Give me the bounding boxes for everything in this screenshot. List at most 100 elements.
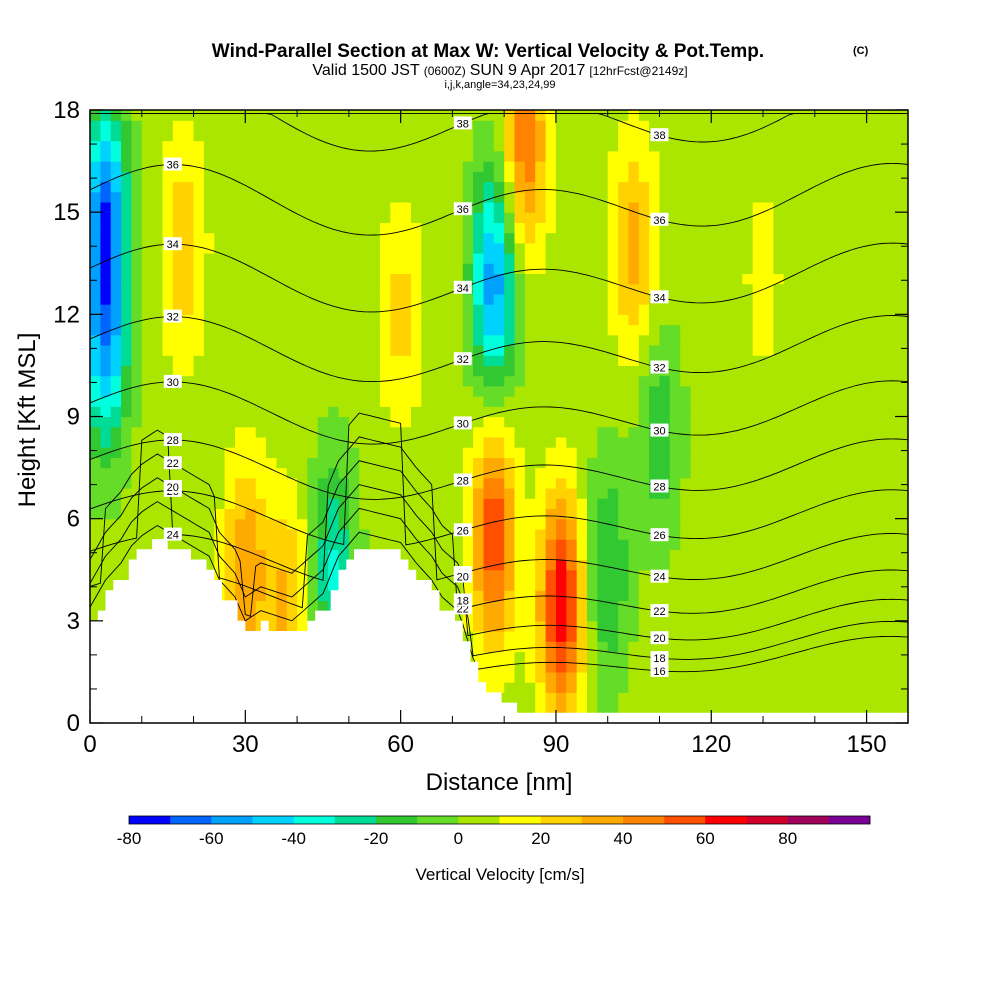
velocity-cell (431, 171, 443, 183)
velocity-cell (121, 212, 133, 223)
velocity-cell (742, 467, 754, 479)
velocity-cell (732, 631, 743, 642)
velocity-cell (162, 406, 174, 418)
velocity-cell (794, 528, 806, 540)
velocity-cell (131, 171, 143, 183)
velocity-cell (110, 385, 122, 397)
velocity-cell (576, 355, 588, 366)
velocity-cell (328, 334, 340, 346)
velocity-cell (835, 150, 847, 162)
velocity-cell (783, 477, 795, 489)
velocity-cell (100, 232, 112, 244)
velocity-cell (390, 365, 402, 377)
velocity-cell (286, 314, 298, 326)
velocity-cell (493, 641, 505, 653)
velocity-cell (669, 242, 681, 254)
velocity-cell (783, 671, 795, 683)
velocity-cell (711, 283, 723, 295)
velocity-cell (732, 488, 743, 499)
velocity-cell (866, 661, 878, 673)
velocity-cell (255, 416, 267, 428)
velocity-cell (431, 201, 443, 213)
velocity-cell (317, 477, 329, 489)
velocity-cell (732, 477, 743, 489)
velocity-cell (576, 314, 588, 326)
velocity-cell (152, 150, 164, 162)
velocity-cell (328, 375, 340, 387)
velocity-cell (359, 140, 371, 152)
velocity-cell (876, 467, 888, 479)
velocity-cell (690, 375, 702, 387)
velocity-cell (493, 181, 505, 193)
velocity-cell (431, 467, 443, 479)
velocity-cell (183, 416, 195, 428)
velocity-cell (203, 304, 215, 315)
velocity-cell (897, 212, 908, 223)
velocity-cell (255, 590, 267, 601)
velocity-cell (152, 222, 164, 234)
velocity-cell (286, 569, 298, 581)
velocity-cell (680, 416, 692, 428)
velocity-cell (411, 304, 422, 315)
velocity-cell (794, 692, 806, 704)
velocity-cell (566, 457, 578, 469)
velocity-cell (814, 436, 826, 448)
velocity-cell (514, 498, 526, 509)
velocity-cell (669, 569, 681, 581)
velocity-cell (348, 365, 360, 377)
velocity-cell (669, 692, 681, 704)
velocity-cell (835, 447, 847, 458)
velocity-cell (897, 324, 908, 336)
velocity-cell (783, 641, 795, 653)
velocity-cell (628, 600, 640, 612)
velocity-cell (462, 549, 474, 561)
velocity-cell (359, 324, 371, 336)
velocity-cell (732, 120, 743, 131)
velocity-cell (845, 661, 857, 673)
velocity-cell (763, 518, 774, 530)
velocity-cell (535, 140, 547, 152)
velocity-cell (897, 508, 908, 520)
velocity-cell (483, 232, 495, 244)
velocity-cell (421, 365, 433, 377)
velocity-cell (597, 702, 609, 714)
velocity-cell (587, 651, 598, 663)
velocity-cell (876, 314, 888, 326)
velocity-cell (411, 508, 422, 520)
velocity-cell (235, 232, 246, 244)
velocity-cell (607, 590, 619, 601)
velocity-cell (442, 580, 454, 591)
velocity-cell (379, 273, 391, 285)
velocity-cell (359, 447, 371, 458)
velocity-cell (680, 702, 692, 714)
velocity-cell (690, 171, 702, 183)
velocity-cell (752, 222, 764, 234)
velocity-cell (587, 222, 598, 234)
velocity-cell (297, 528, 309, 540)
velocity-cell (690, 518, 702, 530)
velocity-cell (224, 232, 236, 244)
velocity-cell (286, 467, 298, 479)
velocity-cell (866, 201, 878, 213)
velocity-cell (887, 641, 899, 653)
velocity-cell (711, 528, 723, 540)
velocity-cell (649, 580, 661, 591)
velocity-cell (328, 161, 340, 172)
velocity-cell (245, 345, 257, 356)
velocity-cell (338, 365, 350, 377)
velocity-cell (411, 334, 422, 346)
velocity-cell (431, 150, 443, 162)
velocity-cell (690, 263, 702, 274)
velocity-cell (680, 426, 692, 438)
svg-text:38: 38 (457, 118, 469, 130)
velocity-cell (307, 477, 319, 489)
velocity-cell (493, 212, 505, 223)
velocity-cell (203, 273, 215, 285)
velocity-cell (338, 488, 350, 499)
velocity-cell (856, 120, 868, 131)
velocity-cell (763, 171, 774, 183)
velocity-cell (421, 191, 433, 203)
velocity-cell (597, 161, 609, 172)
velocity-cell (524, 283, 536, 295)
velocity-cell (825, 212, 837, 223)
